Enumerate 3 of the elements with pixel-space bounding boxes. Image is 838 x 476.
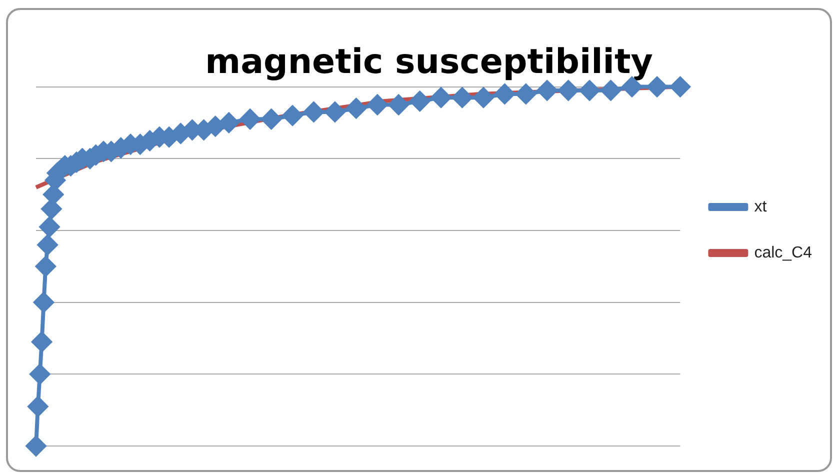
legend-label: calc_C4 [754,244,812,262]
chart-title: magnetic susceptibility [205,42,653,82]
legend-label: xt [754,198,768,216]
